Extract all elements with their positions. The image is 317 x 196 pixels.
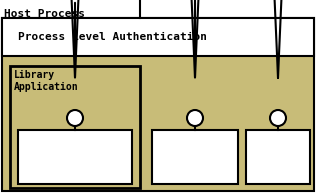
Bar	[18, 130, 132, 184]
Bar	[2, 18, 314, 191]
Bar	[2, 18, 314, 56]
Bar	[10, 66, 140, 188]
Text: Library
Application: Library Application	[14, 70, 79, 92]
Circle shape	[67, 110, 83, 126]
Text: Host Process: Host Process	[4, 9, 85, 19]
Circle shape	[187, 110, 203, 126]
Bar	[246, 130, 310, 184]
Circle shape	[270, 110, 286, 126]
Text: Process Level Authentication: Process Level Authentication	[18, 32, 207, 42]
Bar	[152, 130, 238, 184]
